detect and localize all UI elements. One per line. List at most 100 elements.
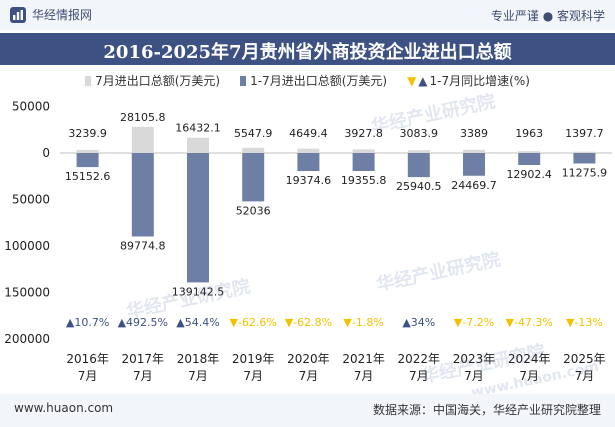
cumulative-value-label: 25940.5	[396, 180, 442, 193]
legend-label-monthly: 7月进出口总额(万美元)	[95, 74, 221, 88]
brand-logo-icon	[10, 6, 26, 23]
monthly-value-label: 3927.8	[344, 127, 383, 140]
monthly-value-label: 16432.1	[175, 122, 221, 135]
footer-bar: www.huaon.com 数据来源：中国海关，华经产业研究院整理	[0, 394, 615, 427]
yoy-value: 10.7%	[74, 316, 109, 329]
x-tick-label: 7月	[575, 369, 595, 383]
monthly-value-label: 4649.4	[289, 127, 328, 140]
monthly-value-label: 3083.9	[400, 127, 439, 140]
y-tick-label: 100000	[4, 239, 50, 253]
cumulative-bar	[297, 153, 320, 172]
monthly-bar	[187, 137, 209, 153]
legend-item-cumulative: 1-7月进出口总额(万美元)	[240, 72, 387, 89]
brand-name: 华经情报网	[32, 8, 93, 22]
monthly-value-label: 3239.9	[68, 127, 107, 140]
x-tick-label: 7月	[243, 369, 263, 383]
monthly-bar	[407, 150, 430, 153]
yoy-label: ▼-62.8%	[285, 316, 332, 329]
chart-title: 2016-2025年7月贵州省外商投资企业进出口总额	[103, 42, 512, 63]
website-link[interactable]: www.huaon.com	[14, 401, 114, 415]
x-tick-label: 2024年	[508, 352, 551, 366]
up-triangle-icon: ▲	[176, 316, 185, 329]
yoy-value: 54.4%	[185, 316, 220, 329]
yoy-value: -13%	[574, 316, 602, 329]
legend-item-monthly: 7月进出口总额(万美元)	[85, 72, 220, 89]
yoy-value: -62.8%	[293, 316, 332, 329]
legend-item-yoy: ▼ ▲ 1-7月同比增速(%)	[407, 72, 530, 89]
cumulative-bar	[518, 153, 541, 165]
yoy-label: ▲10.7%	[66, 316, 109, 329]
legend-label-cumulative: 1-7月进出口总额(万美元)	[250, 74, 388, 88]
tagline: 专业严谨 ● 客观科学	[490, 9, 605, 23]
x-tick-label: 2018年	[177, 352, 220, 366]
x-tick-label: 7月	[409, 369, 429, 383]
yoy-value: 34%	[411, 316, 435, 329]
cumulative-bar	[76, 153, 99, 168]
legend: 7月进出口总额(万美元) 1-7月进出口总额(万美元) ▼ ▲ 1-7月同比增速…	[0, 72, 615, 89]
monthly-bar	[573, 151, 596, 153]
legend-down-triangle-icon: ▼	[407, 73, 417, 88]
legend-up-triangle-icon: ▲	[418, 73, 428, 88]
x-tick-label: 7月	[464, 369, 484, 383]
cumulative-bar	[352, 153, 375, 172]
cumulative-value-label: 89774.8	[120, 239, 166, 252]
monthly-value-label: 5547.9	[234, 127, 273, 140]
y-tick-label: 50000	[12, 100, 50, 114]
x-tick-label: 2020年	[287, 352, 330, 366]
yoy-label: ▲54.4%	[176, 316, 219, 329]
legend-swatch-cumulative	[240, 75, 247, 86]
down-triangle-icon: ▼	[454, 316, 463, 329]
cumulative-bar	[242, 153, 265, 202]
yoy-label: ▼-13%	[566, 316, 603, 329]
x-tick-label: 7月	[133, 369, 153, 383]
y-tick-label: 150000	[4, 286, 50, 300]
monthly-bar	[352, 149, 375, 153]
cumulative-value-label: 24469.7	[451, 179, 497, 192]
down-triangle-icon: ▼	[285, 316, 294, 329]
yoy-label: ▼-7.2%	[454, 316, 494, 329]
y-tick-label: 50000	[12, 193, 50, 207]
cumulative-value-label: 139142.5	[172, 285, 225, 298]
legend-label-yoy: 1-7月同比增速(%)	[429, 74, 530, 88]
cumulative-value-label: 11275.9	[562, 166, 608, 179]
brand[interactable]: 华经情报网	[10, 6, 92, 23]
data-source: 数据来源：中国海关，华经产业研究院整理	[372, 403, 601, 417]
cumulative-value-label: 15152.6	[65, 170, 111, 183]
x-tick-label: 7月	[78, 369, 98, 383]
legend-swatch-monthly	[85, 75, 92, 86]
monthly-bar	[518, 151, 541, 153]
monthly-bar	[242, 147, 265, 153]
x-tick-label: 2021年	[342, 352, 385, 366]
cumulative-bar	[187, 153, 209, 283]
yoy-value: -7.2%	[462, 316, 494, 329]
yoy-value: -1.8%	[352, 316, 384, 329]
cumulative-value-label: 52036	[236, 204, 271, 217]
chart-plot: 50000 0 50000 100000 150000 200000 3239.9 15152…	[4, 100, 612, 383]
monthly-value-label: 1397.7	[565, 127, 604, 140]
up-triangle-icon: ▲	[66, 316, 75, 329]
x-tick-label: 2023年	[453, 352, 496, 366]
cumulative-value-label: 12902.4	[506, 168, 552, 181]
x-tick-label: 2016年	[66, 352, 109, 366]
down-triangle-icon: ▼	[343, 316, 352, 329]
title-bar: 2016-2025年7月贵州省外商投资企业进出口总额	[0, 33, 615, 65]
monthly-bar	[76, 149, 99, 153]
yoy-label: ▼-47.3%	[506, 316, 553, 329]
monthly-bar	[463, 149, 485, 153]
x-tick-label: 7月	[519, 369, 539, 383]
yoy-label: ▼-1.8%	[343, 316, 383, 329]
yoy-value: -62.6%	[238, 316, 277, 329]
x-tick-label: 2019年	[232, 352, 275, 366]
x-tick-label: 2017年	[122, 352, 165, 366]
x-tick-label: 7月	[188, 369, 208, 383]
monthly-value-label: 3389	[460, 127, 488, 140]
cumulative-bar	[131, 153, 154, 237]
x-tick-label: 2025年	[563, 352, 606, 366]
yoy-label: ▼-62.6%	[230, 316, 277, 329]
y-tick-label: 200000	[4, 332, 50, 346]
down-triangle-icon: ▼	[506, 316, 515, 329]
cumulative-bar	[573, 153, 596, 164]
x-tick-label: 7月	[299, 369, 319, 383]
cumulative-value-label: 19374.6	[286, 174, 332, 187]
